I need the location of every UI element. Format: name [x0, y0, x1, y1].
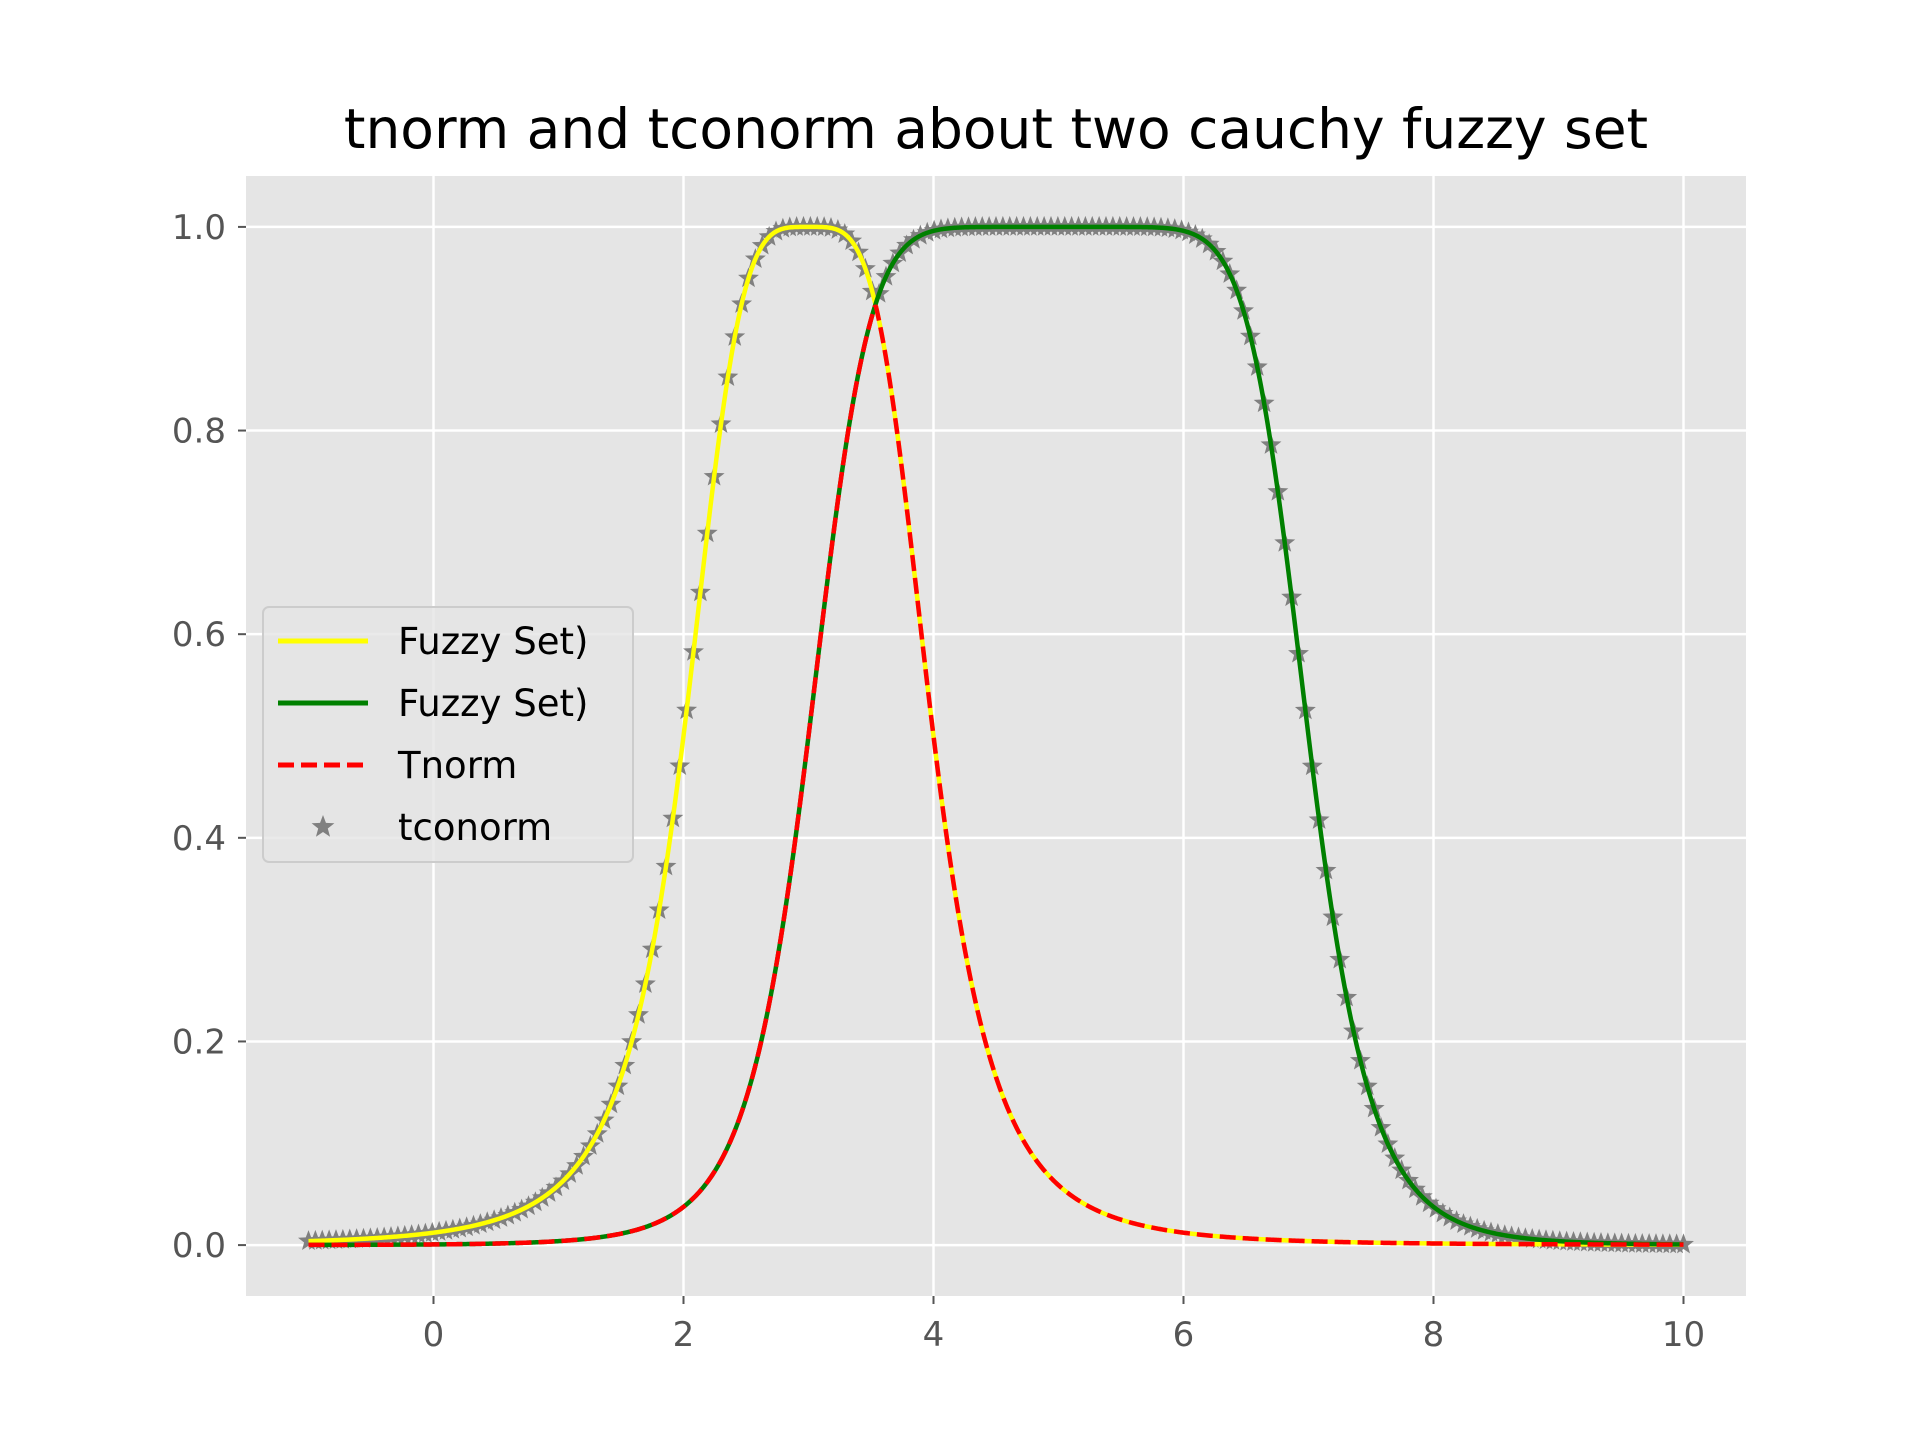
legend-label: Fuzzy Set) — [398, 620, 588, 663]
y-tick-label: 0.0 — [172, 1226, 226, 1266]
y-tick-label: 0.4 — [172, 819, 226, 859]
legend-label: tconorm — [398, 806, 552, 849]
series-line-1 — [307, 224, 1685, 1248]
x-tick-label: 10 — [1662, 1315, 1705, 1355]
legend-item: Fuzzy Set) — [278, 682, 588, 725]
x-tick-label: 8 — [1423, 1315, 1445, 1355]
x-tick-label: 2 — [673, 1315, 695, 1355]
axis-ticks: 0 2 4 6 8 10 0.0 0.2 0.4 0.6 0.8 1.0 — [172, 208, 1705, 1355]
legend-item: Tnorm — [278, 744, 517, 787]
legend-label: Tnorm — [397, 744, 517, 787]
y-tick-label: 0.6 — [172, 615, 226, 655]
y-tick-label: 1.0 — [172, 208, 226, 248]
x-tick-label: 4 — [923, 1315, 945, 1355]
legend: Fuzzy Set) Fuzzy Set) Tnorm tconorm — [262, 606, 634, 863]
series-line-2 — [307, 304, 1685, 1248]
legend-item: tconorm — [311, 806, 552, 849]
legend-item: Fuzzy Set) — [278, 620, 588, 663]
chart-title: tnorm and tconorm about two cauchy fuzzy… — [344, 97, 1648, 161]
legend-label: Fuzzy Set) — [398, 682, 588, 725]
legend-box — [262, 606, 634, 863]
x-tick-label: 0 — [423, 1315, 445, 1355]
y-tick-label: 0.8 — [172, 412, 226, 452]
y-tick-label: 0.2 — [172, 1022, 226, 1062]
legend-marker — [311, 815, 335, 837]
series-layer — [298, 215, 1694, 1254]
x-tick-label: 6 — [1173, 1315, 1195, 1355]
